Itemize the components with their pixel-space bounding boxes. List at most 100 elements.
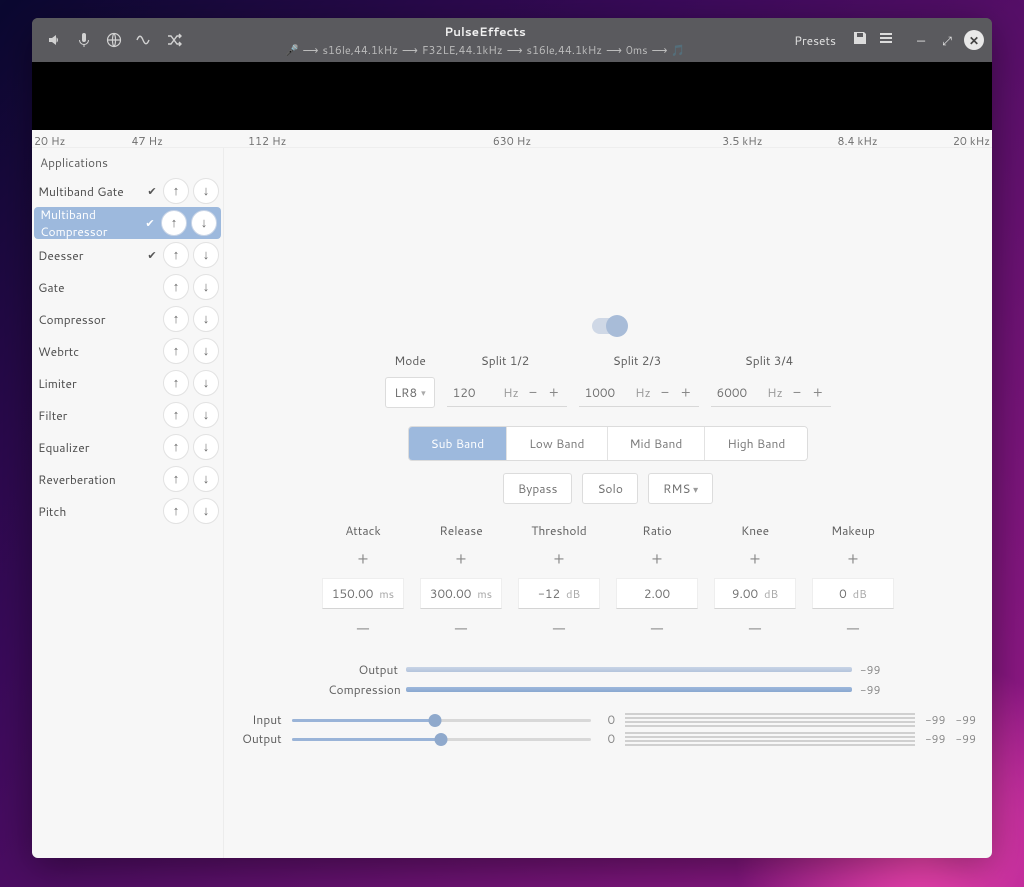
move-up-button[interactable]: ↑: [163, 434, 189, 460]
increment-button[interactable]: +: [412, 543, 510, 574]
speaker-icon[interactable]: [46, 32, 62, 48]
minus-icon[interactable]: −: [527, 382, 539, 402]
output-gain-slider[interactable]: [292, 733, 591, 745]
band-tab-mid-band[interactable]: Mid Band: [607, 427, 705, 460]
move-up-button[interactable]: ↑: [163, 466, 189, 492]
band-tab-sub-band[interactable]: Sub Band: [409, 427, 507, 460]
plus-icon[interactable]: +: [679, 382, 693, 402]
sidebar-item-webrtc[interactable]: Webrtc↑↓: [32, 335, 223, 367]
decrement-button[interactable]: —: [706, 613, 804, 643]
split-input[interactable]: 120Hz−+: [447, 378, 567, 407]
sidebar-item-label: Limiter: [38, 375, 141, 392]
sidebar-item-label: Deesser: [38, 247, 141, 264]
sidebar-item-reverberation[interactable]: Reverberation↑↓: [32, 463, 223, 495]
move-up-button[interactable]: ↑: [163, 498, 189, 524]
param-value-ratio[interactable]: 2.00: [616, 578, 698, 609]
move-up-button[interactable]: ↑: [163, 306, 189, 332]
move-down-button[interactable]: ↓: [193, 370, 219, 396]
hamburger-menu-icon[interactable]: [878, 30, 894, 50]
decrement-button[interactable]: —: [412, 613, 510, 643]
plus-icon[interactable]: +: [811, 382, 825, 402]
move-down-button[interactable]: ↓: [193, 242, 219, 268]
move-down-button[interactable]: ↓: [193, 466, 219, 492]
decrement-button[interactable]: —: [510, 613, 608, 643]
move-down-button[interactable]: ↓: [193, 434, 219, 460]
freq-label: 630 Hz: [493, 133, 531, 149]
move-down-button[interactable]: ↓: [193, 338, 219, 364]
param-label: Makeup: [804, 518, 902, 543]
increment-button[interactable]: +: [804, 543, 902, 574]
increment-button[interactable]: +: [706, 543, 804, 574]
input-gain-slider[interactable]: [292, 714, 591, 726]
sidebar-item-label: Pitch: [38, 503, 141, 520]
sidebar-item-multiband-gate[interactable]: Multiband Gate✔↑↓: [32, 175, 223, 207]
frequency-labels: 20 Hz47 Hz112 Hz630 Hz3.5 kHz8.4 kHz20 k…: [32, 130, 992, 148]
band-tab-low-band[interactable]: Low Band: [506, 427, 606, 460]
minus-icon[interactable]: −: [659, 382, 671, 402]
move-down-button[interactable]: ↓: [193, 498, 219, 524]
window-title: PulseEffects: [182, 23, 788, 40]
move-up-button[interactable]: ↑: [163, 402, 189, 428]
move-up-button[interactable]: ↑: [163, 370, 189, 396]
increment-button[interactable]: +: [510, 543, 608, 574]
band-tab-high-band[interactable]: High Band: [704, 427, 807, 460]
sidebar-item-pitch[interactable]: Pitch ↑↓: [32, 495, 223, 527]
check-icon: ✔: [145, 247, 159, 263]
globe-icon[interactable]: [106, 32, 122, 48]
sidebar-item-deesser[interactable]: Deesser✔↑↓: [32, 239, 223, 271]
decrement-button[interactable]: —: [608, 613, 706, 643]
move-up-button[interactable]: ↑: [163, 242, 189, 268]
band-tabs: Sub BandLow BandMid BandHigh Band: [408, 426, 809, 461]
wave-icon[interactable]: [136, 32, 152, 48]
plus-icon[interactable]: +: [547, 382, 561, 402]
effect-enable-toggle[interactable]: [592, 318, 624, 334]
io-row-input: Input0-99-99: [240, 711, 976, 728]
io-section: Input0-99-99Output0-99-99: [240, 711, 976, 749]
move-down-button[interactable]: ↓: [191, 210, 217, 236]
split-label: Split 2/3: [571, 352, 703, 369]
shuffle-icon[interactable]: [166, 32, 182, 48]
microphone-icon[interactable]: [76, 32, 92, 48]
detection-dropdown[interactable]: RMS: [648, 473, 713, 504]
split-input[interactable]: 1000Hz−+: [579, 378, 699, 407]
maximize-button[interactable]: ⤢: [938, 31, 956, 49]
sidebar-item-filter[interactable]: Filter↑↓: [32, 399, 223, 431]
sidebar-item-gate[interactable]: Gate↑↓: [32, 271, 223, 303]
decrement-button[interactable]: —: [314, 613, 412, 643]
save-icon[interactable]: [852, 30, 868, 50]
minimize-button[interactable]: —: [912, 31, 930, 49]
move-down-button[interactable]: ↓: [193, 402, 219, 428]
effect-panel: ModeSplit 1/2Split 2/3Split 3/4 LR8 ▾120…: [224, 148, 992, 858]
move-down-button[interactable]: ↓: [193, 274, 219, 300]
sidebar-item-label: Equalizer: [38, 439, 141, 456]
param-value-attack[interactable]: 150.00ms: [322, 578, 404, 609]
mode-dropdown[interactable]: LR8 ▾: [385, 377, 434, 408]
increment-button[interactable]: +: [608, 543, 706, 574]
move-up-button[interactable]: ↑: [163, 274, 189, 300]
split-input[interactable]: 6000Hz−+: [711, 378, 831, 407]
check-icon: ✔: [145, 183, 159, 199]
solo-button[interactable]: Solo: [582, 473, 637, 504]
param-value-threshold[interactable]: -12dB: [518, 578, 600, 609]
increment-button[interactable]: +: [314, 543, 412, 574]
presets-button[interactable]: Presets: [788, 29, 842, 52]
sidebar-item-multiband-compressor[interactable]: Multiband Compressor✔↑↓: [34, 207, 221, 239]
move-up-button[interactable]: ↑: [163, 338, 189, 364]
effects-sidebar: Applications Multiband Gate✔↑↓Multiband …: [32, 148, 224, 858]
titlebar: PulseEffects 🎤 ⟶s16le,44.1kHz ⟶F32LE,44.…: [32, 18, 992, 62]
param-value-makeup[interactable]: 0dB: [812, 578, 894, 609]
sidebar-item-equalizer[interactable]: Equalizer ↑↓: [32, 431, 223, 463]
sidebar-item-limiter[interactable]: Limiter ↑↓: [32, 367, 223, 399]
param-value-knee[interactable]: 9.00dB: [714, 578, 796, 609]
bypass-button[interactable]: Bypass: [503, 473, 573, 504]
move-down-button[interactable]: ↓: [193, 178, 219, 204]
move-up-button[interactable]: ↑: [161, 210, 187, 236]
param-value-release[interactable]: 300.00ms: [420, 578, 502, 609]
sidebar-item-compressor[interactable]: Compressor↑↓: [32, 303, 223, 335]
move-down-button[interactable]: ↓: [193, 306, 219, 332]
microphone-small-icon: 🎤: [285, 42, 299, 58]
minus-icon[interactable]: −: [791, 382, 803, 402]
move-up-button[interactable]: ↑: [163, 178, 189, 204]
decrement-button[interactable]: —: [804, 613, 902, 643]
close-button[interactable]: ✕: [964, 30, 984, 50]
